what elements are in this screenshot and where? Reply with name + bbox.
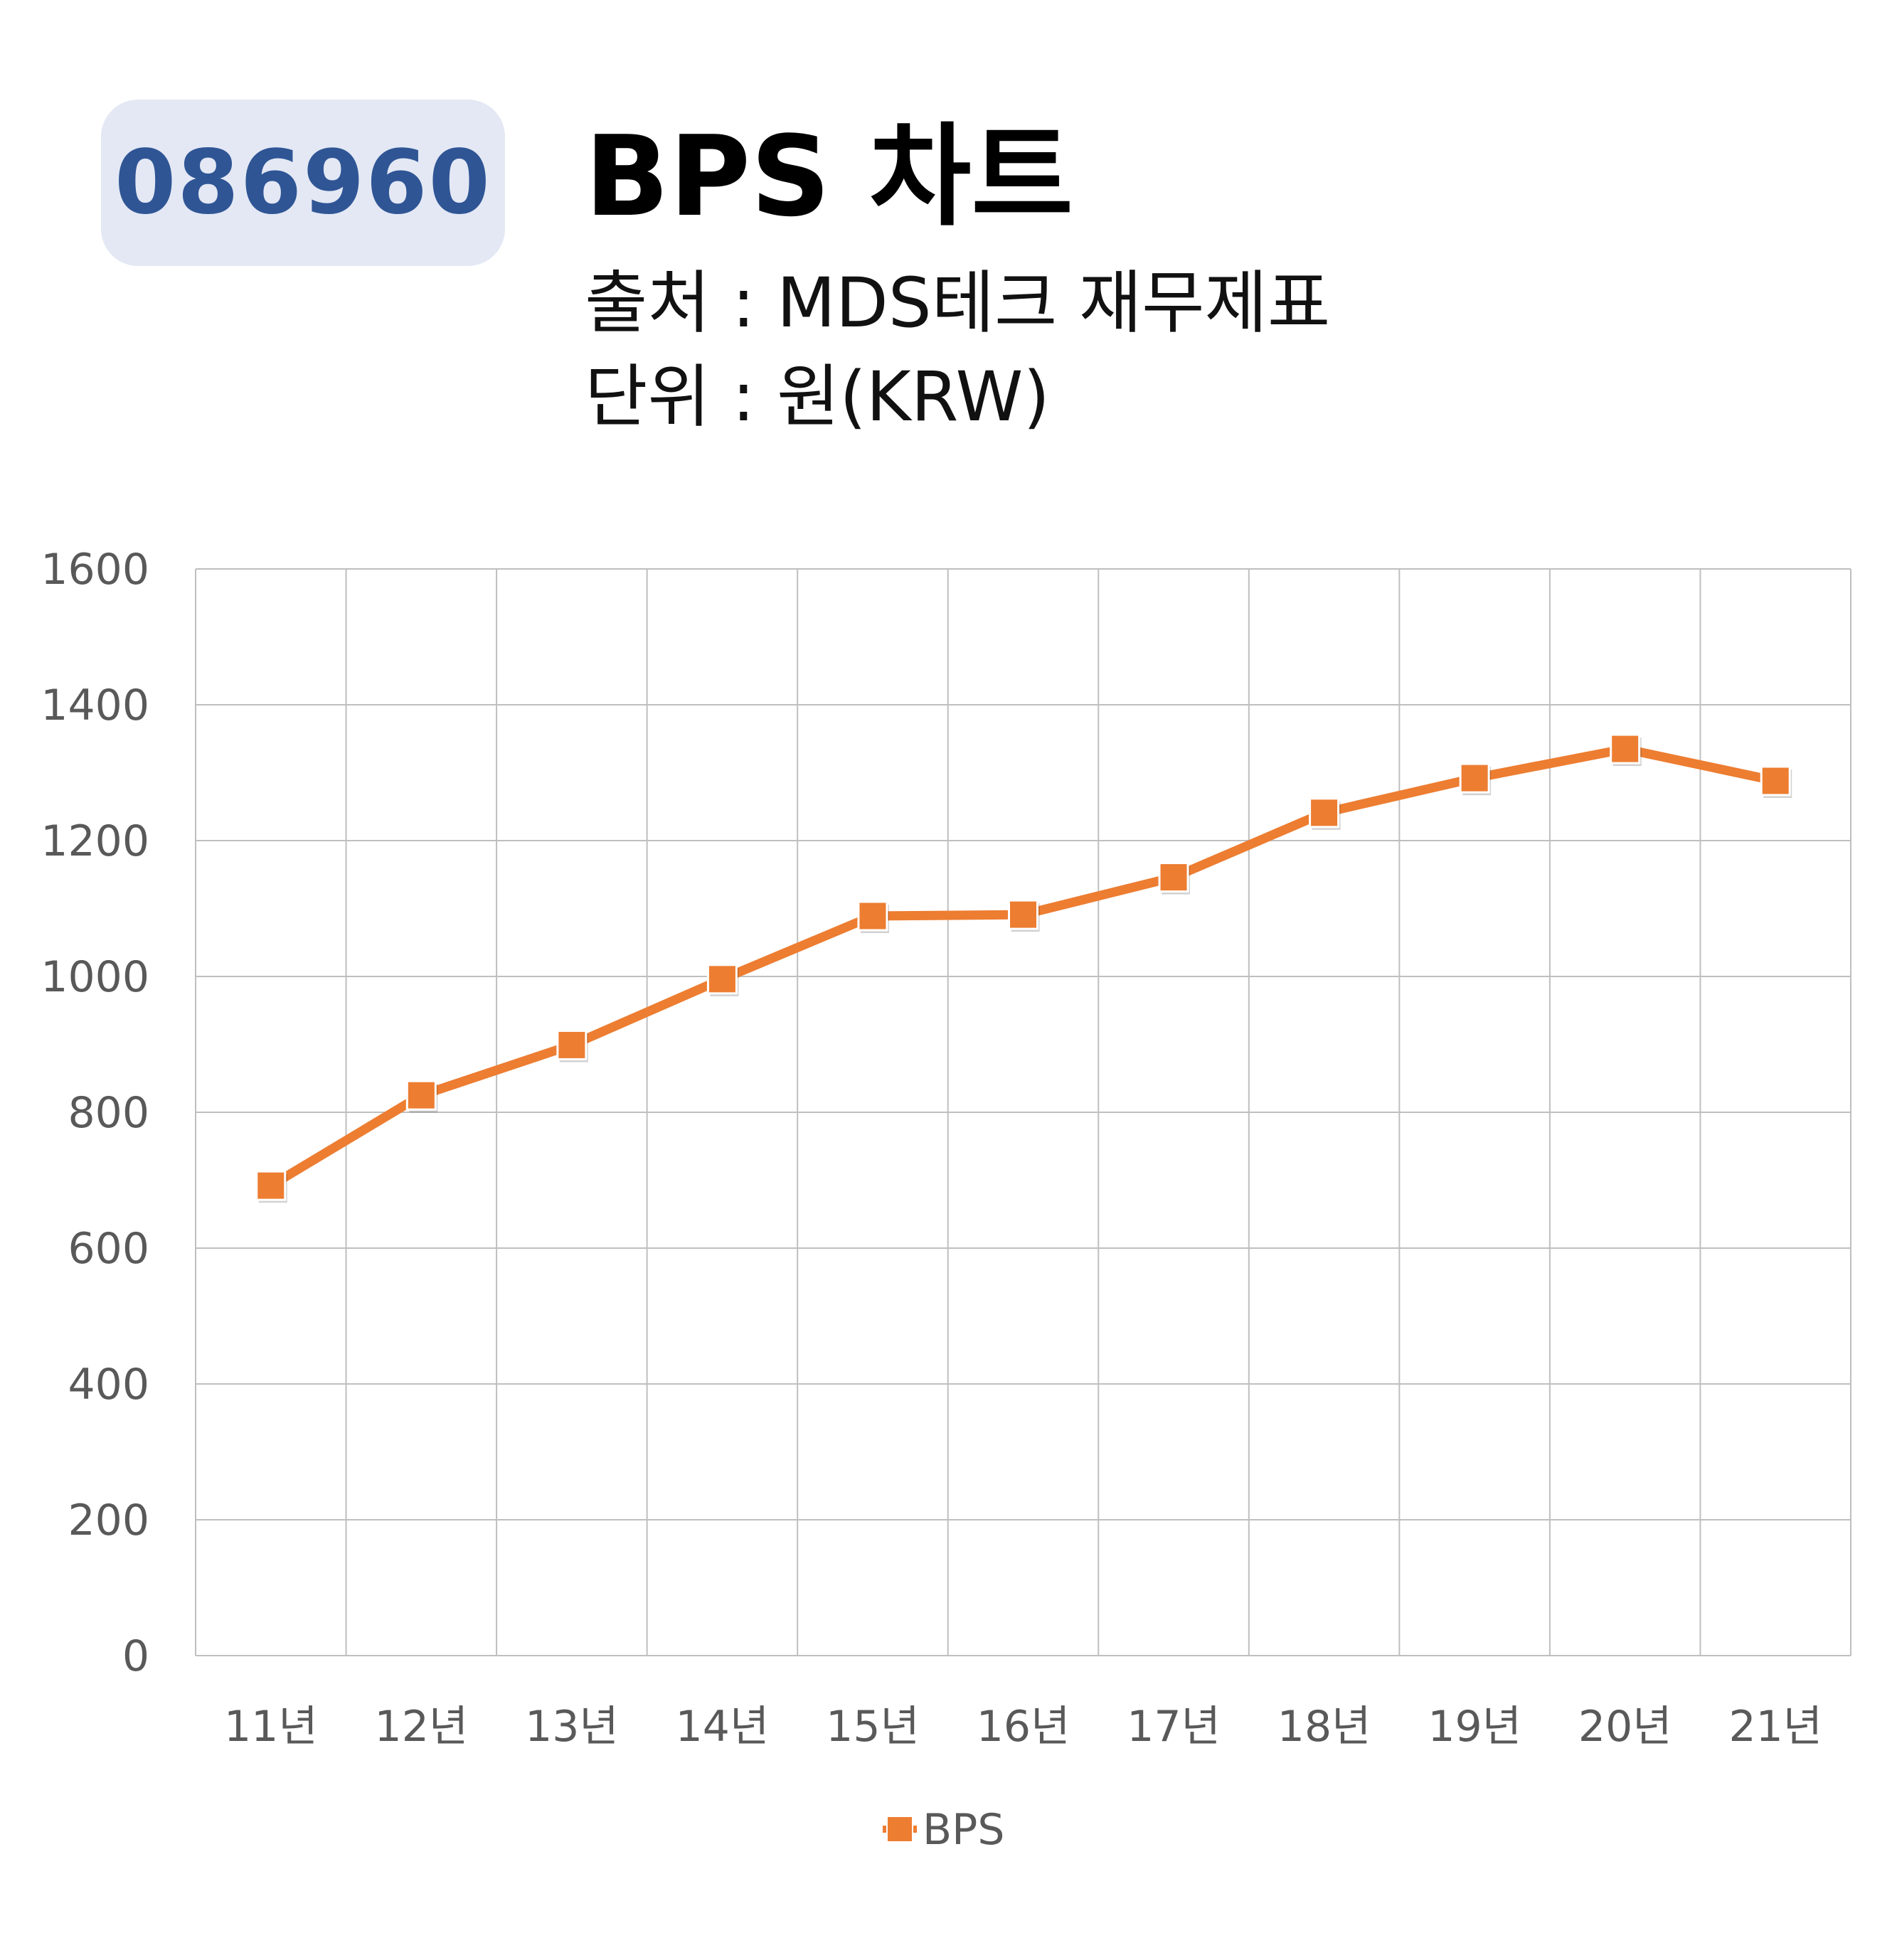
x-tick-label: 15년: [826, 1702, 920, 1752]
legend-label: BPS: [923, 1805, 1004, 1855]
unit-label: 단위 : 원(KRW): [585, 357, 1050, 437]
data-point: [857, 900, 888, 932]
y-tick-label: 800: [68, 1088, 149, 1138]
y-tick-label: 1000: [41, 952, 149, 1002]
x-tick-label: 12년: [375, 1702, 469, 1752]
y-tick-label: 400: [68, 1360, 149, 1410]
chart-grid: [195, 568, 1851, 1656]
legend: BPS: [883, 1805, 1004, 1855]
legend-marker-icon: [886, 1816, 913, 1843]
data-point: [405, 1080, 437, 1111]
chart-title: BPS 차트: [585, 112, 1073, 241]
x-tick-label: 14년: [676, 1702, 770, 1752]
data-point: [1309, 797, 1340, 829]
x-tick-label: 13년: [525, 1702, 619, 1752]
x-tick-label: 17년: [1127, 1702, 1221, 1752]
y-axis-ticks: 0 200 400 600 800 1000 1200 1400 1600: [41, 545, 149, 1681]
x-tick-label: 18년: [1277, 1702, 1371, 1752]
x-tick-label: 20년: [1578, 1702, 1672, 1752]
x-tick-label: 16년: [977, 1702, 1070, 1752]
data-point: [1610, 733, 1641, 765]
source-label: 출처 : MDS테크 재무제표: [585, 263, 1331, 343]
y-tick-label: 600: [68, 1224, 149, 1274]
y-tick-label: 1600: [41, 545, 149, 595]
data-point: [556, 1029, 588, 1060]
x-tick-label: 11년: [224, 1702, 318, 1752]
data-point: [706, 964, 738, 995]
data-point: [1459, 762, 1490, 794]
data-point: [1760, 765, 1791, 797]
x-tick-label: 21년: [1728, 1702, 1822, 1752]
stock-code: 086960: [115, 132, 491, 234]
stock-code-badge: 086960: [101, 100, 505, 266]
data-point: [1008, 899, 1038, 930]
series-group: [255, 733, 1792, 1203]
y-tick-label: 1400: [41, 681, 149, 730]
y-tick-label: 200: [68, 1496, 149, 1545]
x-tick-label: 19년: [1428, 1702, 1521, 1752]
y-tick-label: 1200: [41, 816, 149, 866]
data-point: [1158, 862, 1189, 893]
data-point: [255, 1170, 287, 1201]
x-axis-ticks: 11년 12년 13년 14년 15년 16년 17년 18년 19년 20년 21년: [224, 1702, 1822, 1752]
y-tick-label: 0: [122, 1631, 149, 1681]
